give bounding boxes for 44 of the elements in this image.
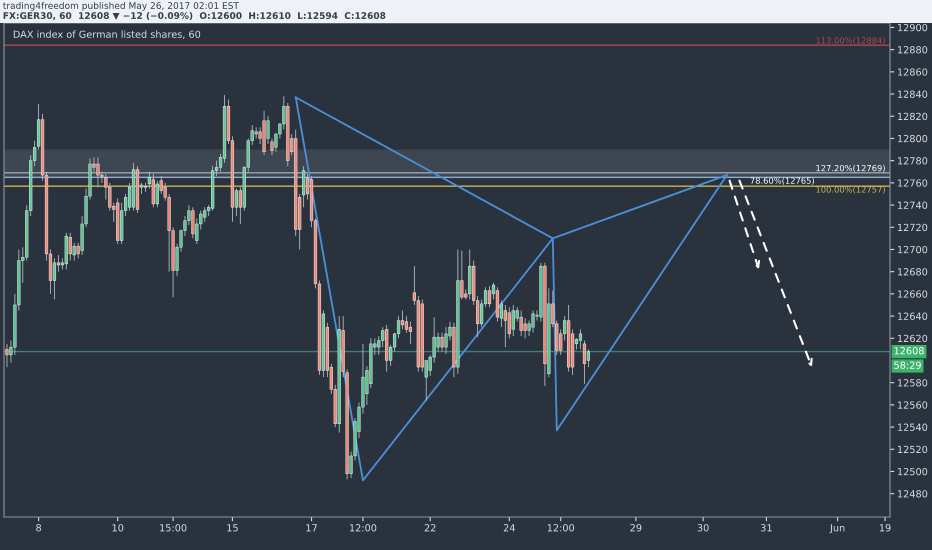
x-tick-label: 12:00 [548,524,574,532]
y-tick-label: 12660 [898,290,928,298]
x-tick-label: 24 [504,524,515,532]
y-tick-label: 12720 [898,224,928,232]
ref-line-label: 127.20%(12769) [816,164,885,172]
y-tick-label: 12860 [898,68,928,76]
y-tick-label: 12560 [898,401,928,409]
x-tick-label: 19 [880,524,891,532]
x-tick-label: 31 [760,524,772,532]
text: 58:29 [894,361,921,369]
y-tick-label: 12900 [898,24,928,32]
y-tick-label: 12700 [898,246,928,254]
x-tick-label: 15:00 [160,524,186,532]
y-tick-label: 12500 [898,468,928,476]
y-tick-label: 12680 [898,268,928,276]
y-tick-label: 12880 [898,46,928,54]
text: trading4freedom published May 26, 2017 02:01 EST [3,2,239,11]
ref-line-label: 78.60%(12765) [750,177,814,185]
ref-line-label: 12608 [894,347,924,354]
y-tick-label: 12760 [898,179,928,187]
y-tick-label: 12580 [898,379,928,387]
x-tick-label: Jun [829,524,844,534]
y-tick-label: 12480 [898,490,928,498]
x-tick-label: 22 [424,524,436,532]
x-tick-label: 29 [630,524,642,532]
y-tick-label: 12520 [898,446,928,454]
y-tick-label: 12740 [898,202,928,209]
text: FX:GER30, 60 12608 ▼ −12 (−0.09%) O:12600 H:12610 L:12594 C:12608 [4,12,386,20]
x-tick-label: 12:00 [350,524,376,532]
x-tick-label: 8 [36,524,42,532]
ref-line-label: 113.00%(12884) [816,37,885,45]
y-tick-label: 12800 [898,134,928,142]
y-tick-label: 12640 [898,312,928,320]
y-tick-label: 12620 [898,334,928,342]
y-tick-label: 12780 [898,157,928,164]
x-tick-label: 15 [227,524,238,532]
y-tick-label: 12840 [898,90,928,98]
y-tick-label: 12540 [898,424,928,431]
text: DAX index of German listed shares, 60 [14,30,200,39]
x-tick-label: 17 [306,524,317,532]
x-tick-label: 30 [698,524,709,532]
x-tick-label: 10 [112,524,124,532]
y-tick-label: 12820 [898,112,928,120]
ref-line-label: 100.00%(12757) [816,186,885,194]
